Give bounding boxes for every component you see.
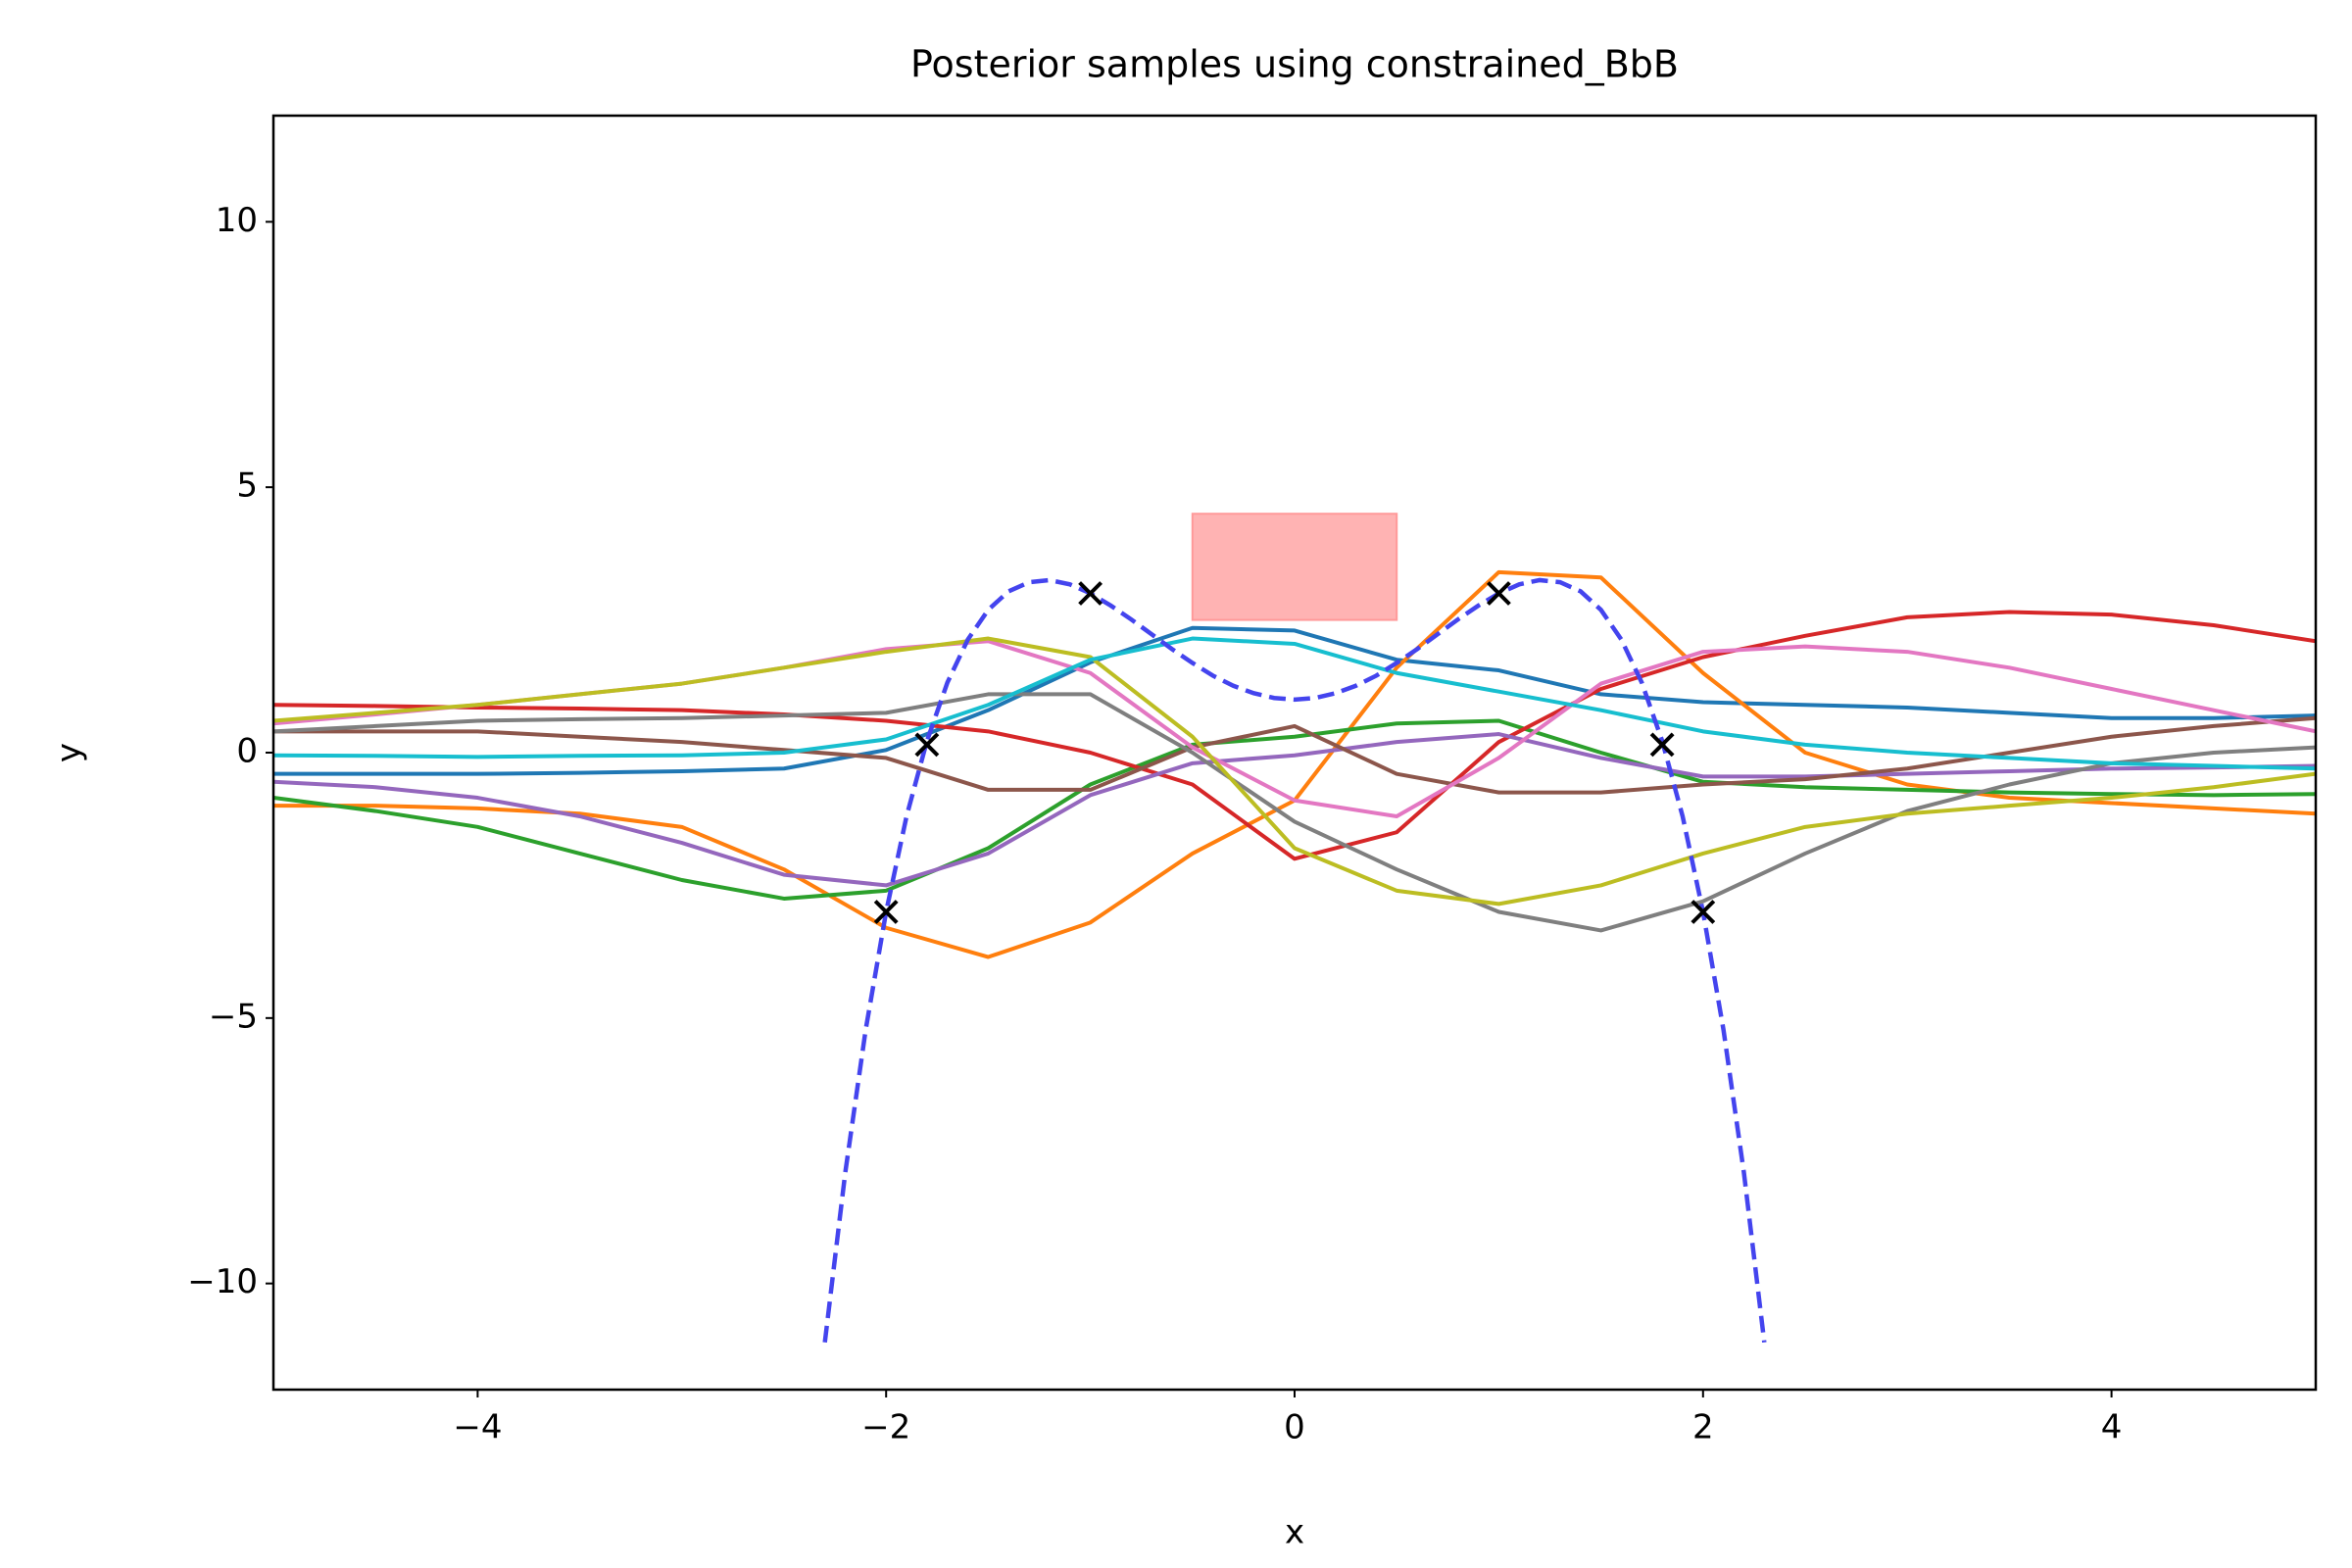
x-tick-label: −4 — [453, 1408, 502, 1447]
sample-line — [273, 692, 2316, 933]
observation-marker — [1649, 732, 1675, 758]
y-tick-label: 0 — [236, 732, 258, 771]
true-function-line — [822, 577, 1767, 1344]
observation-marker — [1690, 900, 1716, 924]
chart-title: Posterior samples using constrained_BbB — [910, 43, 1679, 86]
sample-line — [273, 636, 2316, 906]
x-axis-label: x — [1285, 1513, 1304, 1552]
x-tick-label: 0 — [1284, 1408, 1305, 1447]
y-tick-label: 5 — [236, 466, 258, 506]
observation-marker — [914, 732, 940, 758]
sample-line — [273, 625, 2316, 776]
observation-marker — [1486, 581, 1511, 606]
y-tick-label: −10 — [187, 1262, 258, 1301]
constraint-region — [1191, 513, 1398, 621]
x-tick-label: 2 — [1692, 1408, 1714, 1447]
sample-line — [273, 610, 2316, 861]
observation-marker — [1078, 581, 1103, 606]
y-axis-label: y — [50, 743, 89, 762]
x-tick-label: 4 — [2101, 1408, 2123, 1447]
sample-line — [273, 732, 2316, 888]
observation-marker — [873, 900, 899, 924]
y-tick-label: 10 — [216, 201, 258, 240]
x-tick-label: −2 — [861, 1408, 910, 1447]
sample-line — [273, 636, 2316, 771]
plot-area — [273, 513, 2316, 1344]
y-tick-label: −5 — [209, 997, 258, 1036]
